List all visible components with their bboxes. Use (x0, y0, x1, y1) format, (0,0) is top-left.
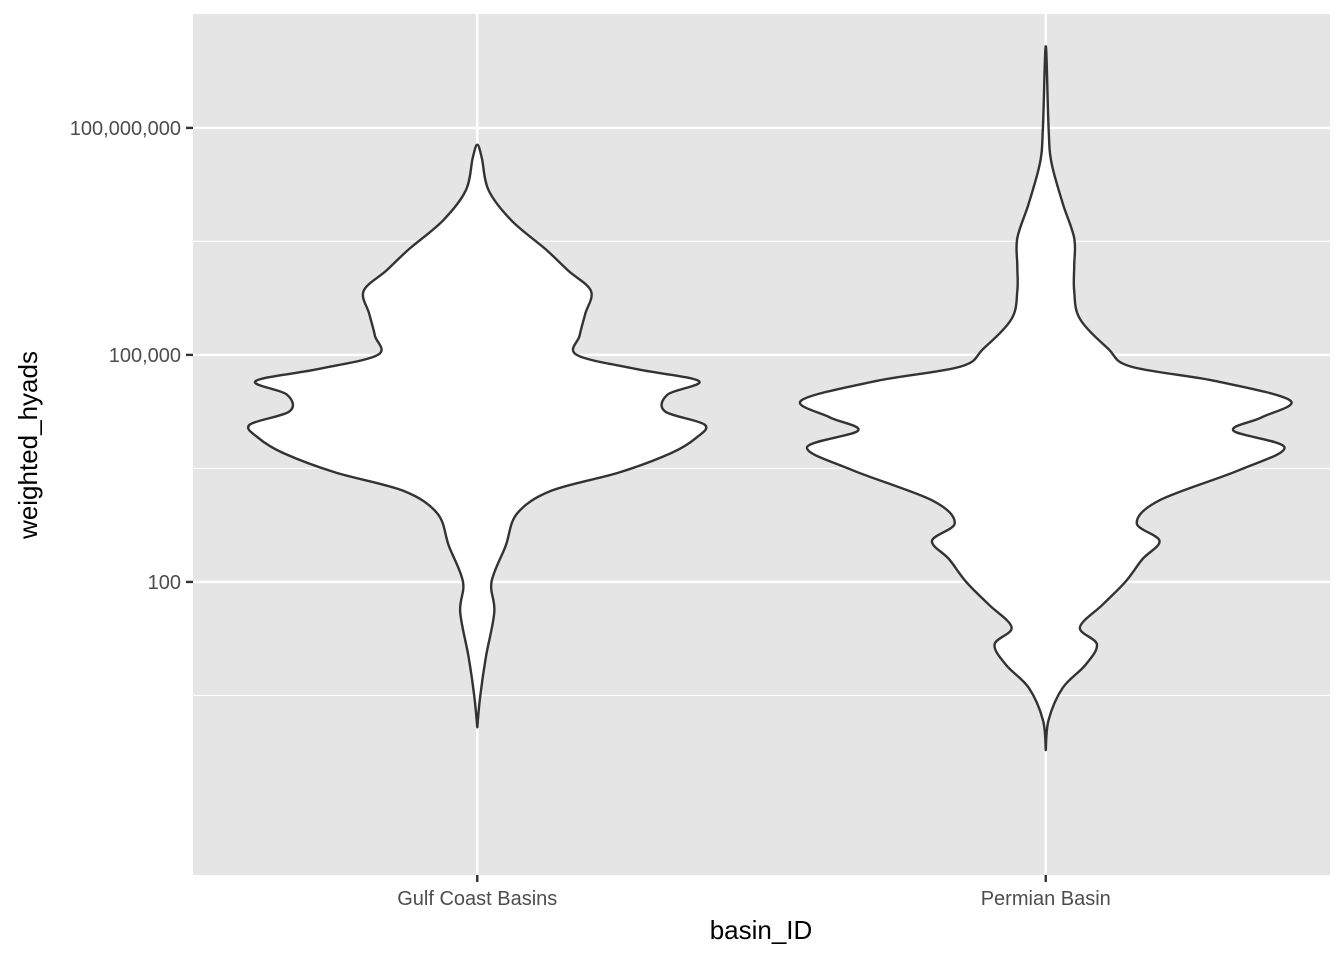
violin (798, 45, 1293, 752)
y-tick-labels: 100 100,000 100,000,000 (70, 118, 181, 594)
violin (246, 143, 708, 729)
x-axis-title: basin_ID (710, 915, 813, 945)
axis-ticks (186, 126, 1047, 882)
y-tick-label: 100,000,000 (70, 118, 181, 140)
violins (246, 45, 1293, 752)
x-tick-label: Permian Basin (981, 888, 1111, 910)
y-tick-label: 100,000 (109, 345, 181, 367)
x-tick-labels: Gulf Coast Basins Permian Basin (397, 888, 1111, 910)
x-tick-label: Gulf Coast Basins (397, 888, 557, 910)
y-axis-title: weighted_hyads (13, 351, 43, 540)
y-tick-label: 100 (148, 572, 181, 594)
